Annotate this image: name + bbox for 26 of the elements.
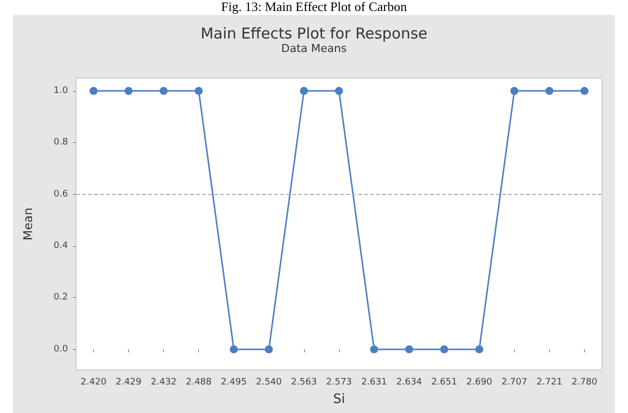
x-axis-title: Si	[333, 392, 345, 407]
x-tick-label: 2.495	[220, 378, 247, 388]
x-tick-label: 2.573	[326, 378, 352, 388]
x-tick-label: 2.429	[116, 378, 142, 388]
x-tick-label: 2.780	[572, 378, 598, 388]
x-tick-label: 2.420	[80, 378, 107, 388]
y-tick-label: 0.2	[54, 292, 68, 303]
x-tick-label: 2.634	[396, 378, 422, 388]
chart-subtitle: Data Means	[281, 42, 347, 55]
y-axis-title: Mean	[21, 208, 35, 240]
y-tick-label: 0.0	[54, 344, 68, 354]
y-tick-label: 0.6	[54, 189, 68, 200]
x-tick-label: 2.540	[256, 378, 282, 388]
chart-title: Main Effects Plot for Response	[200, 24, 428, 42]
x-tick-label: 2.488	[186, 378, 212, 388]
x-tick-label: 2.690	[466, 378, 492, 388]
y-tick-label: 0.4	[54, 240, 68, 251]
x-tick-label: 2.432	[150, 378, 177, 388]
y-tick-label: 1.0	[54, 86, 68, 96]
x-tick-label: 2.563	[291, 378, 317, 388]
x-tick-label: 2.721	[536, 378, 562, 388]
x-tick-label: 2.631	[361, 378, 387, 388]
caption: Fig. 13: Main Effect Plot of Carbon	[220, 0, 408, 14]
y-tick-label: 0.8	[54, 138, 68, 148]
x-tick-label: 2.651	[431, 378, 458, 388]
x-tick-label: 2.707	[501, 378, 528, 388]
